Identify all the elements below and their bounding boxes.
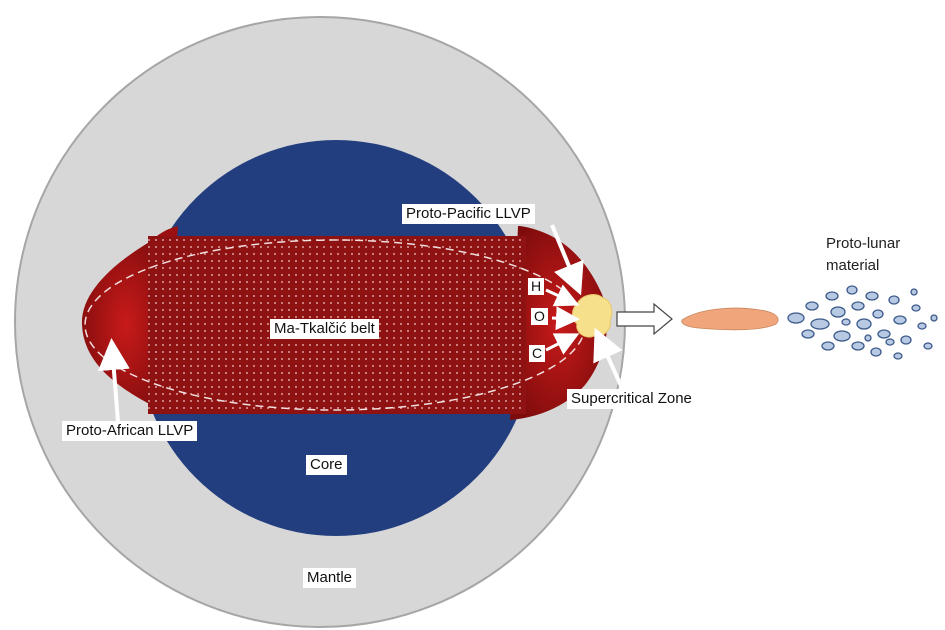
label-supercritical-zone: Supercritical Zone: [567, 389, 696, 409]
label-o: O: [531, 308, 548, 325]
proto-pacific-pointer: [550, 224, 584, 296]
supercritical-zone-blob: [572, 294, 613, 338]
c-arrow: [545, 333, 580, 355]
droplet: [833, 330, 851, 342]
droplet: [841, 318, 851, 326]
label-proto-pacific-llvp: Proto-Pacific LLVP: [402, 204, 535, 224]
droplet: [893, 315, 907, 325]
droplet: [917, 322, 927, 330]
droplet: [870, 347, 882, 357]
droplet: [856, 318, 872, 330]
droplet: [830, 306, 846, 318]
ejection-arrow: [616, 302, 673, 336]
label-proto-lunar-line1: Proto-lunar: [826, 235, 901, 252]
droplet: [893, 352, 903, 360]
droplet: [888, 295, 900, 305]
o-arrow: [551, 306, 580, 331]
droplet: [810, 318, 830, 330]
label-c: C: [529, 345, 546, 362]
droplet: [825, 291, 839, 301]
droplet: [872, 309, 884, 319]
droplet: [910, 288, 918, 296]
droplet: [900, 335, 912, 345]
supercritical-pointer: [593, 327, 624, 389]
label-core: Core: [306, 455, 347, 475]
proto-lunar-droplets: [787, 285, 938, 360]
droplet: [851, 341, 865, 351]
droplet: [787, 312, 805, 324]
h-arrow: [545, 284, 580, 307]
droplet: [846, 285, 858, 295]
droplet: [805, 301, 819, 311]
droplet: [885, 338, 895, 346]
label-mantle: Mantle: [303, 568, 357, 588]
droplet: [801, 329, 815, 339]
label-h: H: [528, 278, 545, 295]
droplet: [930, 314, 938, 322]
droplet: [851, 301, 865, 311]
ejected-plume: [681, 307, 779, 331]
label-proto-african-llvp: Proto-African LLVP: [62, 421, 198, 441]
droplet: [864, 334, 872, 342]
droplet: [877, 329, 891, 339]
droplet: [923, 342, 933, 350]
droplet: [821, 341, 835, 351]
label-ma-tkalcic-belt: Ma-Tkalčić belt: [270, 319, 379, 339]
proto-african-pointer: [97, 338, 130, 423]
droplet: [865, 291, 879, 301]
droplet: [911, 304, 921, 312]
label-proto-lunar-line2: material: [826, 257, 880, 274]
